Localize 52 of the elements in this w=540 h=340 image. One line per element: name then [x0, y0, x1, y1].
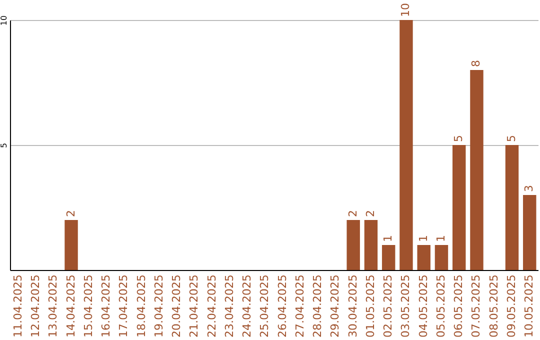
x-tick-label: 02.05.2025 — [382, 274, 395, 338]
x-tick-label: 14.04.2025 — [64, 274, 78, 338]
x-tick-label: 04.05.2025 — [416, 274, 430, 338]
bar — [505, 145, 519, 270]
x-tick-label: 26.04.2025 — [276, 274, 289, 338]
bar — [470, 70, 484, 270]
data-label: 10 — [399, 3, 412, 17]
data-label: 3 — [522, 185, 536, 192]
data-label: 5 — [504, 135, 518, 142]
x-tick-label: 08.05.2025 — [487, 274, 500, 338]
data-label: 1 — [416, 235, 430, 242]
bar — [346, 220, 360, 270]
data-label: 1 — [382, 235, 395, 242]
data-label: 8 — [470, 60, 483, 67]
x-tick-label: 24.04.2025 — [240, 274, 254, 338]
x-tick-label: 01.05.2025 — [364, 274, 377, 338]
data-label: 2 — [364, 210, 377, 217]
x-tick-label: 07.05.2025 — [470, 274, 483, 338]
data-label: 5 — [452, 135, 466, 142]
x-tick-label: 11.04.2025 — [11, 274, 24, 338]
x-tick-label: 20.04.2025 — [170, 274, 184, 338]
x-tick-label: 13.04.2025 — [46, 274, 60, 338]
bar — [64, 220, 78, 270]
bar — [434, 245, 448, 270]
x-tick-label: 25.04.2025 — [258, 274, 272, 338]
x-tick-label: 09.05.2025 — [504, 274, 518, 338]
x-tick-label: 12.04.2025 — [29, 274, 42, 338]
x-tick-label: 29.04.2025 — [328, 274, 342, 338]
x-tick-label: 15.04.2025 — [82, 274, 95, 338]
x-tick-label: 10.05.2025 — [522, 274, 536, 338]
x-tick-label: 27.04.2025 — [293, 274, 306, 338]
x-tick-label: 18.04.2025 — [134, 274, 148, 338]
x-tick-label: 19.04.2025 — [152, 274, 166, 338]
bar — [382, 245, 396, 270]
data-label: 2 — [64, 210, 78, 217]
x-tick-label: 23.04.2025 — [222, 274, 236, 338]
x-tick-label: 16.04.2025 — [100, 274, 113, 338]
x-tick-label: 22.04.2025 — [205, 274, 218, 338]
bar — [523, 195, 536, 270]
x-tick-label: 30.04.2025 — [346, 274, 360, 338]
bar — [400, 20, 413, 270]
bar — [417, 245, 430, 270]
bar — [364, 220, 378, 270]
x-tick-label: 06.05.2025 — [452, 274, 466, 338]
x-tick-label: 05.05.2025 — [434, 274, 448, 338]
x-tick-label: 28.04.2025 — [311, 274, 324, 338]
x-tick-label: 21.04.2025 — [188, 274, 201, 338]
bar — [452, 145, 466, 270]
x-tick-label: 17.04.2025 — [117, 274, 130, 338]
data-label: 1 — [434, 235, 448, 242]
x-tick-label: 03.05.2025 — [399, 274, 412, 338]
data-label: 2 — [346, 210, 360, 217]
